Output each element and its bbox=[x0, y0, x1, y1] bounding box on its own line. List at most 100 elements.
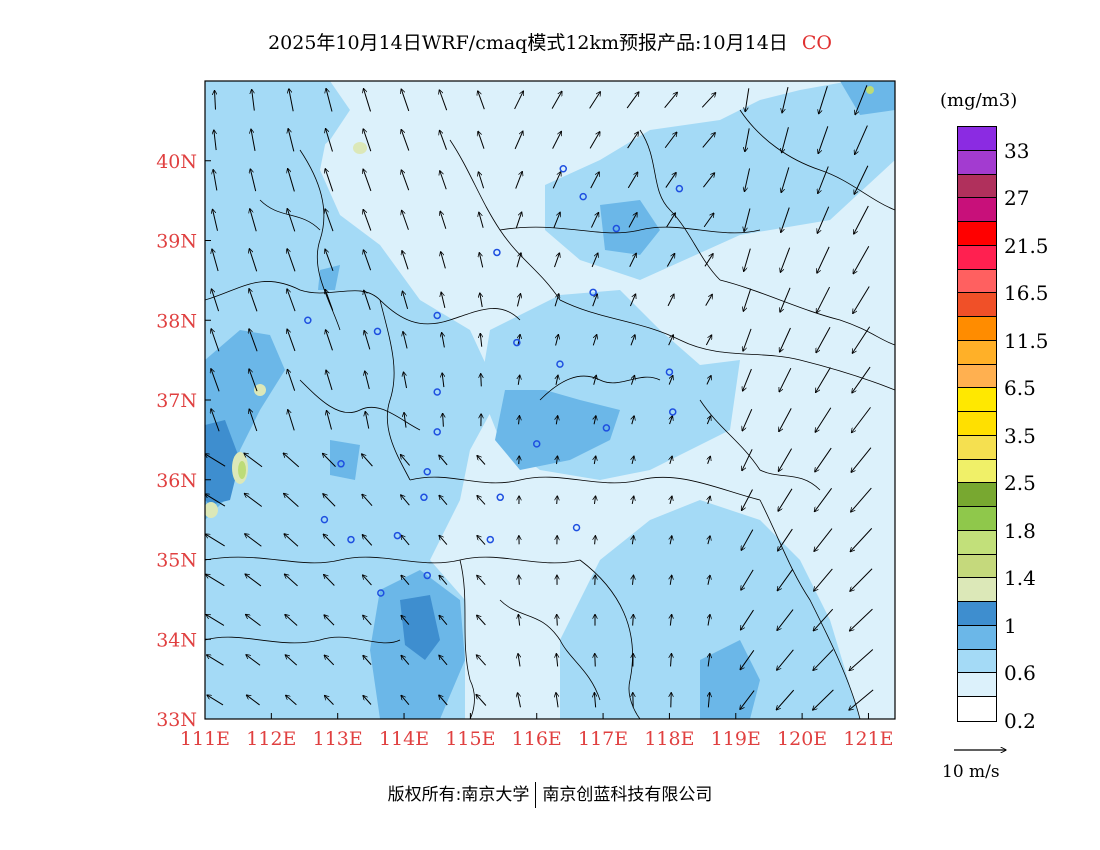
city-marker bbox=[665, 368, 674, 376]
wind-arrow bbox=[479, 253, 484, 268]
wind-arrow bbox=[401, 495, 410, 506]
wind-arrow bbox=[401, 170, 410, 191]
border-line-16 bbox=[739, 109, 895, 211]
wind-arrow bbox=[670, 614, 671, 626]
wind-arrow bbox=[325, 209, 334, 232]
lon-tick-label: 115E bbox=[445, 728, 495, 750]
wind-arrow bbox=[323, 534, 336, 547]
wind-arrow bbox=[439, 695, 448, 706]
colorbar-swatch bbox=[958, 435, 996, 460]
colorbar-label: 33 bbox=[1004, 138, 1030, 163]
wind-arrow bbox=[745, 88, 750, 111]
wind-arrow bbox=[743, 328, 752, 351]
wind-arrow bbox=[708, 456, 711, 464]
border-line-2 bbox=[379, 299, 411, 481]
city-marker bbox=[433, 428, 441, 436]
wind-arrow bbox=[326, 88, 333, 112]
wind-arrow bbox=[705, 294, 713, 306]
wind-arrow bbox=[362, 454, 373, 467]
wind-arrow bbox=[324, 615, 335, 626]
colorbar-swatch bbox=[958, 245, 996, 270]
wind-arrow bbox=[853, 245, 870, 274]
border-line-8 bbox=[205, 556, 581, 564]
lon-tick-label: 116E bbox=[512, 728, 562, 750]
wind-arrow bbox=[556, 375, 558, 385]
wind-arrow bbox=[288, 410, 295, 431]
map-title: 2025年10月14日WRF/cmaq模式12km预报产品:10月14日 CO bbox=[0, 28, 1100, 55]
wind-arrow bbox=[632, 575, 633, 585]
city-marker bbox=[393, 531, 402, 540]
wind-arrow bbox=[706, 376, 711, 385]
lon-tick-label: 114E bbox=[379, 728, 429, 750]
wind-arrow bbox=[779, 367, 792, 392]
wind-arrow bbox=[362, 535, 373, 546]
wind-arrow bbox=[287, 369, 296, 391]
wind-arrow bbox=[477, 496, 486, 505]
colorbar-label: 2.5 bbox=[1004, 471, 1036, 496]
wind-arrow bbox=[246, 655, 261, 666]
wind-arrow bbox=[744, 168, 751, 191]
wind-arrow bbox=[743, 288, 752, 312]
wind-vectors bbox=[205, 85, 874, 710]
lat-tick-label: 38N bbox=[156, 310, 197, 332]
wind-arrow bbox=[854, 165, 869, 195]
lon-tick-label: 118E bbox=[644, 728, 694, 750]
colorbar-swatch bbox=[958, 388, 996, 412]
wind-arrow bbox=[851, 447, 872, 473]
wind-arrow bbox=[442, 373, 444, 388]
wind-arrow bbox=[708, 614, 710, 626]
lat-tick-label: 33N bbox=[156, 709, 197, 731]
wind-arrow bbox=[325, 249, 334, 272]
wind-arrow bbox=[480, 333, 481, 347]
region-0.2-0.6-south bbox=[560, 500, 860, 719]
colorbar-label: 1.4 bbox=[1004, 566, 1036, 591]
wind-arrow bbox=[670, 536, 672, 545]
wind-arrow bbox=[287, 329, 296, 352]
wind-arrow bbox=[363, 615, 372, 626]
colorbar-swatch bbox=[958, 530, 996, 555]
wind-arrow bbox=[442, 333, 445, 348]
wind-arrow bbox=[443, 413, 444, 427]
city-marker bbox=[493, 248, 501, 257]
wind-arrow bbox=[780, 247, 791, 273]
wind-arrow bbox=[666, 213, 676, 228]
wind-arrow bbox=[594, 496, 595, 505]
city-marker bbox=[377, 589, 385, 597]
wind-arrow bbox=[214, 130, 216, 151]
wind-arrow bbox=[626, 92, 639, 109]
colorbar-swatch bbox=[958, 625, 996, 650]
wind-arrow bbox=[246, 614, 261, 627]
border-line-6 bbox=[559, 299, 895, 391]
wind-arrow bbox=[554, 253, 560, 268]
colorbar-swatch bbox=[958, 364, 996, 389]
city-marker bbox=[347, 535, 355, 544]
wind-arrow bbox=[781, 167, 790, 192]
lat-tick-label: 37N bbox=[156, 390, 197, 412]
city-marker bbox=[337, 460, 345, 468]
wind-arrow bbox=[518, 654, 520, 667]
wind-arrow bbox=[249, 249, 258, 272]
wind-arrow bbox=[777, 569, 794, 590]
wind-arrow bbox=[556, 693, 558, 708]
wind-arrow bbox=[518, 614, 519, 626]
city-marker bbox=[675, 184, 684, 193]
wind-arrow bbox=[206, 615, 225, 626]
wind-arrow bbox=[245, 534, 262, 547]
wind-arrow bbox=[515, 212, 521, 229]
lon-tick-label: 121E bbox=[843, 728, 893, 750]
lon-tick-label: 120E bbox=[777, 728, 827, 750]
wind-arrow bbox=[363, 169, 372, 192]
wind-arrow bbox=[212, 249, 219, 272]
wind-arrow bbox=[478, 91, 485, 110]
longitude-axis: 111E 112E 113E 114E 115E 116E 117E 118E 119E 120E… bbox=[180, 713, 894, 750]
wind-arrow bbox=[477, 456, 486, 465]
colorbar-unit: (mg/m3) bbox=[940, 90, 1018, 111]
wind-arrow bbox=[590, 212, 598, 228]
region-0.2-0.6-west bbox=[205, 81, 500, 719]
wind-arrow bbox=[401, 535, 410, 546]
colorbar-swatch bbox=[958, 317, 996, 341]
colorbar-swatch bbox=[958, 127, 996, 151]
wind-arrow bbox=[326, 330, 333, 351]
wind-arrow bbox=[439, 455, 448, 466]
wind-arrow bbox=[780, 287, 791, 312]
